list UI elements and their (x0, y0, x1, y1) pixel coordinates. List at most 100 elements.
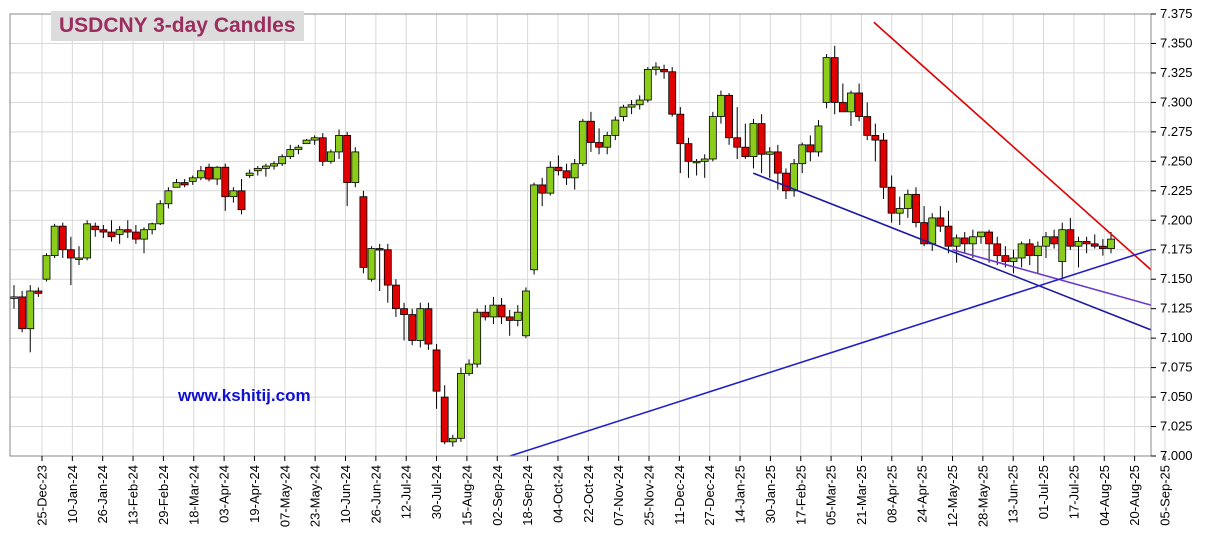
candle-body (205, 166, 213, 180)
candle-body (91, 225, 100, 231)
candle-body (351, 151, 360, 183)
x-tick-label: 14-Jan-25 (733, 465, 748, 524)
trendline (952, 248, 1152, 306)
candle (960, 232, 969, 254)
candle-body (1017, 243, 1026, 259)
candle-body (717, 94, 725, 117)
candle-body (1098, 245, 1107, 249)
candle (1090, 234, 1099, 249)
candle (1082, 236, 1091, 254)
x-tick-label: 02-Sep-24 (490, 465, 505, 526)
candle (887, 175, 896, 223)
candle-body (887, 186, 896, 214)
candle (383, 243, 392, 303)
y-tick-label: 7.300 (1160, 94, 1193, 109)
candle (765, 147, 774, 178)
candle (253, 166, 262, 176)
candle-body (912, 193, 920, 224)
plot-frame (9, 13, 1152, 457)
candle-body (782, 172, 790, 192)
y-tick-label: 7.150 (1160, 271, 1193, 286)
candle (457, 367, 465, 442)
candle (1009, 249, 1018, 274)
candle (400, 302, 408, 341)
candle (335, 129, 343, 159)
candle-body (643, 68, 652, 101)
candle (229, 187, 238, 203)
x-tick-label: 05-Sep-25 (1157, 465, 1172, 526)
candle (1017, 241, 1026, 268)
candle-body (871, 135, 880, 141)
candle (595, 128, 603, 155)
candle-body (310, 137, 319, 141)
candle (123, 220, 132, 238)
candle (1050, 229, 1059, 249)
x-tick-label: 13-Feb-24 (126, 465, 141, 525)
candle-body (221, 166, 230, 198)
candle-body (278, 156, 287, 165)
candle (1042, 232, 1050, 258)
candle (538, 177, 547, 207)
candle-body (188, 177, 197, 182)
candle-body (619, 106, 628, 117)
x-tick-label: 05-Mar-25 (824, 465, 839, 525)
candle-body (408, 314, 417, 341)
candle (58, 222, 67, 258)
candle-body (1058, 229, 1067, 262)
candle (302, 138, 311, 145)
candle (278, 154, 287, 167)
candle-body (985, 231, 994, 245)
candle (34, 287, 43, 297)
candle-body (798, 144, 807, 165)
x-tick-label: 12-May-25 (945, 465, 960, 527)
candle-body (270, 163, 278, 167)
candle-body (164, 190, 173, 205)
candle-body (448, 437, 457, 443)
x-tick-label: 10-Jan-24 (65, 465, 80, 524)
y-tick-label: 7.175 (1160, 242, 1193, 257)
candle-body (75, 257, 83, 260)
candle (692, 158, 701, 176)
candle-body (920, 222, 929, 245)
x-tick-label: 07-May-24 (277, 465, 292, 527)
candle (473, 308, 482, 368)
candle-body (180, 182, 189, 186)
candle-body (148, 223, 157, 231)
x-tick-label: 10-Jun-24 (338, 465, 353, 524)
candle-body (570, 163, 579, 179)
candle-body (1050, 236, 1059, 245)
candle (115, 226, 124, 244)
candle-body (286, 149, 295, 158)
x-axis: 25-Dec-23 10-Jan-24 26-Jan-24 13-Feb-24 29-F… (35, 456, 1172, 527)
candle (554, 155, 563, 176)
grid-lines (10, 13, 1166, 457)
candle-body (538, 184, 547, 194)
candle (603, 131, 612, 155)
candle (66, 236, 75, 286)
candle (140, 227, 148, 254)
candle-body (123, 229, 132, 233)
candle-body (481, 311, 490, 318)
candle-body (668, 71, 677, 115)
candle (725, 92, 733, 145)
candle-body (676, 113, 685, 145)
watermark-link[interactable]: www.kshitij.com (178, 386, 311, 405)
x-tick-label: 04-Oct-24 (550, 465, 565, 523)
candle (172, 179, 181, 188)
candle (221, 163, 230, 211)
candle-body (1090, 243, 1099, 247)
y-tick-label: 7.375 (1160, 6, 1193, 21)
candle (489, 296, 498, 324)
candle-body (635, 99, 644, 106)
candle-body (822, 57, 831, 103)
candle-body (253, 168, 262, 172)
candle (245, 169, 254, 178)
candle (676, 107, 685, 174)
candle (741, 123, 750, 159)
candle-body (725, 94, 733, 139)
candle-body (432, 349, 441, 392)
candle (205, 163, 213, 182)
candle (75, 246, 83, 266)
candle-body (213, 166, 222, 180)
x-tick-label: 08-Apr-25 (884, 465, 899, 523)
